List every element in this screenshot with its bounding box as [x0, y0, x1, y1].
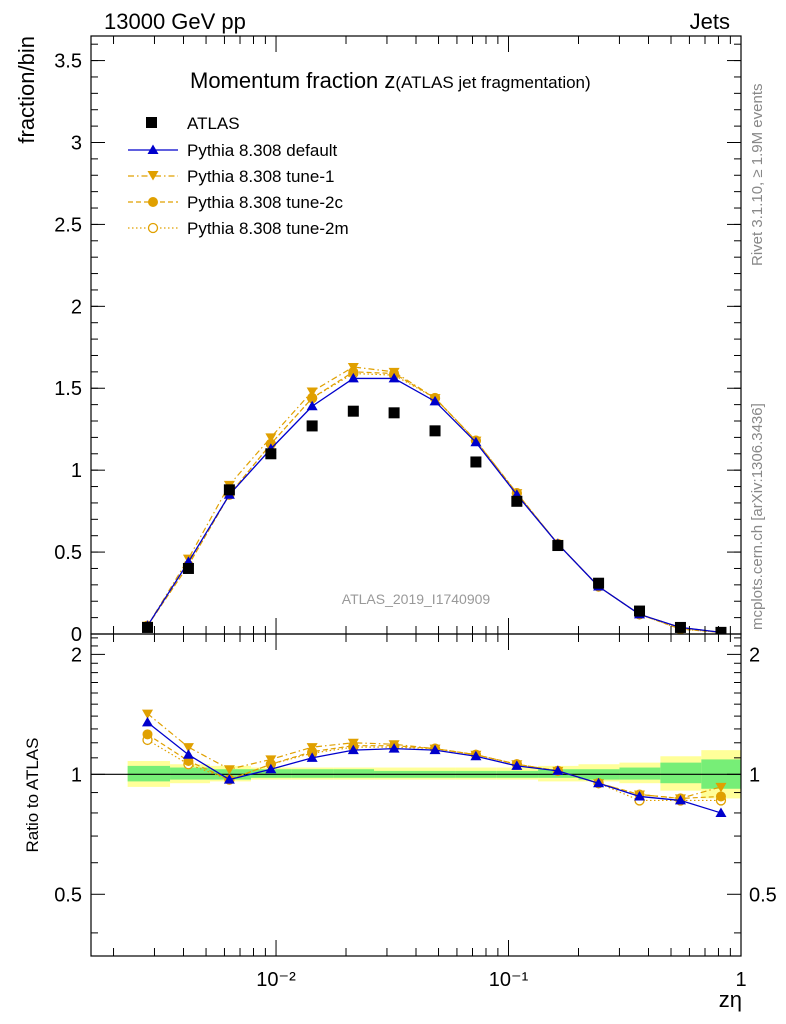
ratio-band-inner-bin — [291, 769, 334, 778]
main-y-axis-label: fraction/bin — [14, 36, 39, 144]
ratio-point-default — [674, 794, 686, 805]
ratio-point-default — [552, 765, 564, 775]
legend-label-default: Pythia 8.308 default — [187, 141, 338, 160]
ratio-band-inner-bin — [127, 765, 171, 782]
analysis-watermark: ATLAS_2019_I1740909 — [342, 591, 491, 607]
ratio-y-tick-label-right: 1 — [749, 764, 760, 786]
ratio-point-default — [715, 807, 727, 817]
ratio-point-default — [593, 777, 605, 788]
ratio-point-default — [223, 774, 235, 784]
x-axis-label: zη — [719, 987, 742, 1012]
main-point-atlas — [142, 621, 154, 633]
legend-marker-tune1 — [147, 171, 159, 181]
x-tick-label: 10⁻² — [256, 969, 296, 991]
legend-marker-atlas — [146, 117, 157, 128]
main-point-default — [347, 372, 359, 383]
x-tick-label: 1 — [735, 969, 746, 991]
plot-title: Momentum fraction z(ATLAS jet fragmentat… — [190, 68, 591, 93]
ratio-band-inner-bin — [250, 769, 292, 778]
ratio-y-tick-label: 1 — [71, 764, 82, 786]
main-point-atlas — [265, 448, 277, 460]
plot-title-sub: (ATLAS jet fragmentation) — [395, 73, 590, 92]
main-y-tick-label: 3 — [71, 132, 82, 154]
main-point-atlas — [223, 484, 235, 496]
ratio-point-default — [347, 744, 359, 755]
main-point-atlas — [634, 605, 646, 617]
ratio-point-tune1 — [223, 765, 235, 775]
ratio-y-tick-label-right: 2 — [749, 644, 760, 666]
ratio-y-axis-label: Ratio to ATLAS — [23, 738, 42, 853]
main-point-atlas — [511, 495, 523, 507]
header-process-label: Jets — [690, 9, 730, 34]
ratio-point-default — [429, 744, 441, 755]
ratio-point-tune1 — [142, 709, 154, 720]
ratio-point-tune1 — [347, 738, 359, 749]
legend-label-tune1: Pythia 8.308 tune-1 — [187, 167, 334, 186]
ratio-band-inner-bin — [660, 762, 702, 784]
main-point-atlas — [715, 626, 727, 634]
ratio-point-default — [388, 743, 400, 753]
ratio-y-tick-label-right: 0.5 — [749, 884, 777, 906]
main-y-tick-label: 0.5 — [54, 542, 82, 564]
legend-marker-tune2c — [148, 197, 158, 207]
legend: ATLAS Pythia 8.308 default Pythia 8.308 … — [128, 114, 349, 238]
ratio-point-tune1 — [265, 755, 277, 765]
ratio-band-inner-bin — [619, 767, 661, 780]
ratio-band-inner-bin — [333, 769, 375, 778]
ratio-point-tune1 — [715, 782, 727, 793]
ratio-point-default — [306, 752, 318, 762]
ratio-series-line-tune1 — [147, 713, 722, 800]
main-point-atlas — [182, 562, 194, 574]
main-point-tune1 — [388, 367, 400, 378]
main-point-tune1 — [306, 387, 318, 398]
main-point-atlas — [552, 540, 564, 552]
ratio-point-tune2c — [142, 729, 153, 740]
main-point-atlas — [306, 420, 318, 432]
ratio-y-tick-label: 0.5 — [54, 884, 82, 906]
main-y-tick-label: 1.5 — [54, 378, 82, 400]
ratio-y-tick-label: 2 — [71, 644, 82, 666]
ratio-point-default — [142, 716, 154, 727]
ratio-point-tune1 — [306, 743, 318, 753]
main-y-tick-label: 0 — [71, 624, 82, 646]
main-y-tick-label: 3.5 — [54, 51, 82, 73]
ratio-point-default — [182, 749, 194, 759]
main-point-tune1 — [347, 362, 359, 373]
main-y-tick-label: 2.5 — [54, 214, 82, 236]
main-point-atlas — [674, 621, 686, 633]
main-point-tune1 — [265, 433, 277, 443]
main-point-tune2c — [307, 393, 318, 404]
legend-label-tune2m: Pythia 8.308 tune-2m — [187, 219, 349, 238]
main-y-tick-label: 1 — [71, 460, 82, 482]
main-point-default — [388, 372, 400, 383]
ratio-point-tune1 — [182, 743, 194, 753]
ratio-band-inner-bin — [170, 767, 211, 780]
main-point-atlas — [470, 456, 482, 468]
main-y-tick-label: 2 — [71, 296, 82, 318]
main-point-atlas — [429, 425, 441, 437]
x-tick-label: 10⁻¹ — [489, 969, 529, 991]
main-point-default — [470, 436, 482, 447]
main-point-default — [306, 400, 318, 411]
ratio-point-default — [511, 760, 523, 770]
main-point-atlas — [593, 577, 605, 589]
header-energy-label: 13000 GeV pp — [104, 9, 246, 34]
rivet-version-label: Rivet 3.1.10, ≥ 1.9M events — [749, 84, 766, 267]
legend-label-tune2c: Pythia 8.308 tune-2c — [187, 193, 343, 212]
main-point-default — [429, 395, 441, 406]
ratio-point-default — [265, 763, 277, 774]
ratio-point-default — [470, 750, 482, 761]
mcplots-label: mcplots.cern.ch [arXiv:1306.3436] — [749, 403, 766, 630]
ratio-point-tune2c — [715, 791, 726, 802]
legend-label-atlas: ATLAS — [187, 114, 240, 133]
main-point-atlas — [347, 405, 359, 417]
legend-marker-default — [147, 144, 159, 154]
legend-marker-tune2m — [147, 222, 159, 234]
main-point-atlas — [388, 407, 400, 419]
ratio-point-default — [634, 790, 646, 801]
plot-title-main: Momentum fraction z — [190, 68, 395, 93]
